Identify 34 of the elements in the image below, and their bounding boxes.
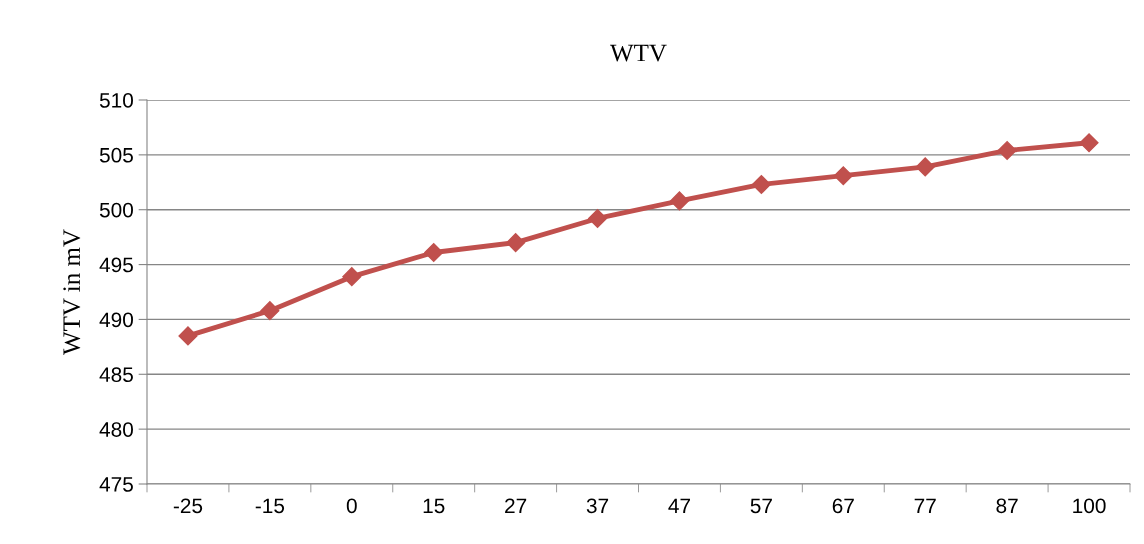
x-tick-label: 0 (346, 498, 357, 514)
y-tick-label: 480 (99, 422, 133, 437)
point (997, 140, 1017, 161)
x-tick-label: 87 (996, 498, 1018, 514)
y-tick-label: 505 (99, 147, 133, 163)
x-tick-label: 27 (505, 498, 527, 513)
y-tick-label: 500 (99, 202, 133, 218)
y-axis-title: WTV in mV (63, 229, 81, 355)
point (424, 242, 444, 263)
point (506, 233, 526, 253)
point (342, 267, 362, 287)
x-tick-label: 100 (1073, 498, 1106, 514)
y-tick-label: 490 (99, 312, 133, 328)
point (588, 208, 608, 229)
x-tick-label: 77 (914, 498, 936, 513)
x-tick-label: 57 (750, 498, 772, 514)
point (833, 166, 853, 186)
x-tick-label: -15 (255, 498, 285, 514)
x-tick-label: 47 (668, 498, 690, 513)
y-tick-label: 485 (99, 367, 133, 383)
x-tick-label: -25 (173, 498, 203, 514)
x-tick-label: 15 (423, 498, 445, 514)
point (260, 301, 280, 321)
point (1079, 133, 1099, 153)
y-tick-label: 495 (99, 257, 133, 273)
y-tick-label: 510 (99, 93, 133, 108)
point (669, 191, 689, 211)
y-tick-label: 475 (99, 477, 133, 492)
point (915, 157, 935, 177)
x-tick-label: 37 (586, 498, 609, 514)
point (178, 326, 198, 346)
point (751, 174, 771, 195)
chart-title: WTV (610, 44, 667, 62)
x-tick-label: 67 (832, 498, 854, 514)
